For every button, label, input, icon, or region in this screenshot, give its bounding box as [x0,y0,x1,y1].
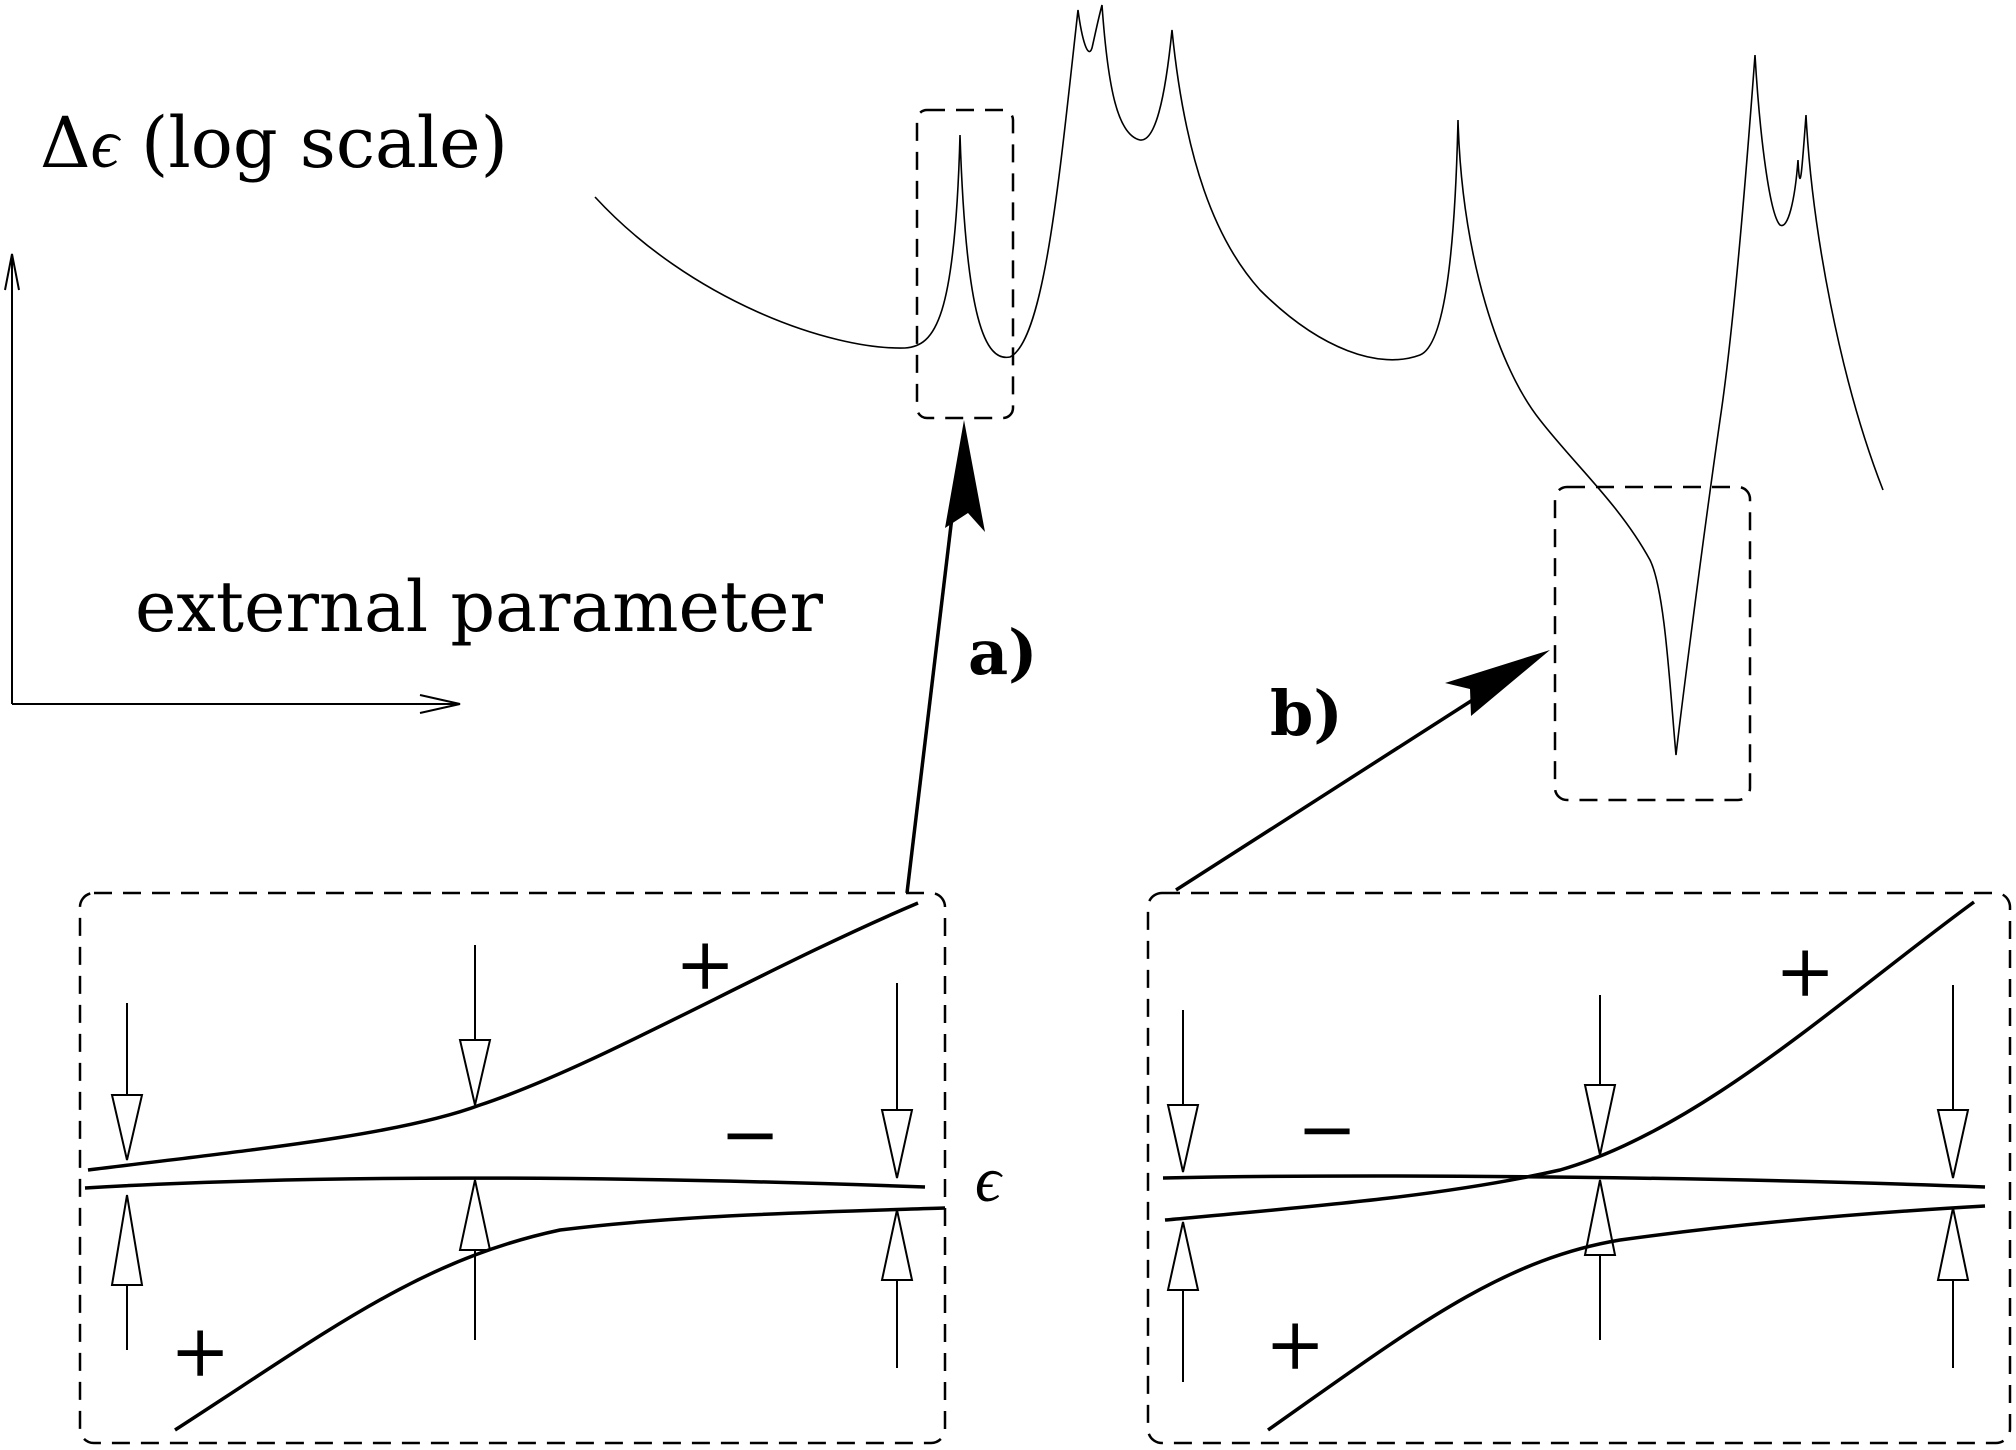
epsilon-symbol: ϵ [90,106,119,183]
inset-epsilon-label: ϵ [975,1144,1001,1215]
axes [4,253,461,714]
inset-a-lower-branch [174,1206,946,1432]
inset-b-plus-upper: + [1775,929,1836,1013]
inset-a-plus-lower: + [170,1309,231,1393]
x-axis-label: external parameter [135,566,823,648]
inset-a-middle-branch [84,1176,926,1190]
callout-label-b: b) [1270,677,1343,750]
delta-symbol: Δ [40,102,91,184]
inset-a-frame [78,891,947,1445]
callout-label-a: a) [968,616,1038,689]
inset-a-pointers [110,945,914,1368]
callout-arrow-b-head [1445,650,1550,716]
inset-a-minus: − [720,1092,781,1176]
callout-arrows [905,420,1550,894]
callout-arrow-b-shaft [1175,674,1511,892]
x-axis-arrowhead [419,694,461,714]
y-axis-arrowhead [4,253,20,291]
inset-b-rising-branch [1164,900,1976,1222]
zoom-box-a [915,108,1015,420]
inset-a-plus-upper: + [675,922,736,1006]
y-axis-label: Δϵ (log scale) [40,108,508,180]
inset-b-plus-lower: + [1265,1302,1326,1386]
callout-arrow-a-head [945,420,985,532]
zoom-boxes [915,108,1752,802]
spectrum-curve [594,4,1884,756]
inset-b-frame [1146,891,2012,1445]
inset-a-upper-branch [87,901,919,1172]
callout-arrow-a-shaft [905,474,959,894]
y-axis-label-rest: (log scale) [118,102,508,184]
inset-b-minus: − [1297,1087,1358,1171]
inset-b-flat-branch [1162,1174,1986,1189]
inset-b-pointers [1166,985,1970,1382]
zoom-box-b [1553,485,1752,802]
inset-b [1146,891,2012,1445]
inset-b-lower-branch [1266,1204,1986,1432]
inset-a [78,891,947,1445]
